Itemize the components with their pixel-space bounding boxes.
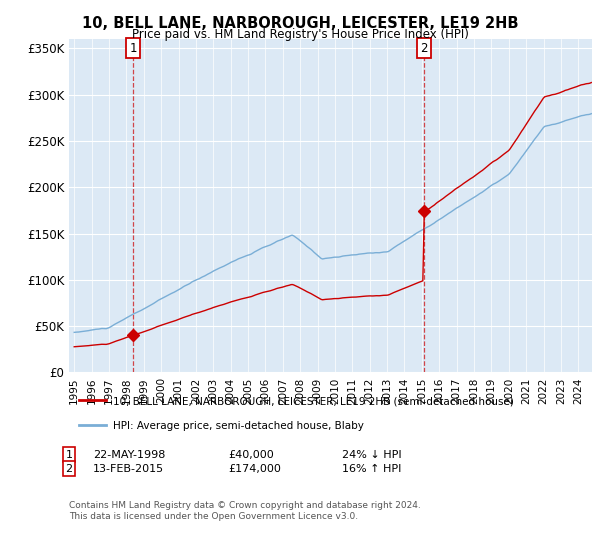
Text: £174,000: £174,000	[228, 464, 281, 474]
Text: 16% ↑ HPI: 16% ↑ HPI	[342, 464, 401, 474]
Text: 24% ↓ HPI: 24% ↓ HPI	[342, 450, 401, 460]
Text: 1: 1	[129, 42, 137, 55]
Text: 1: 1	[65, 450, 73, 460]
Text: 2: 2	[65, 464, 73, 474]
Text: Price paid vs. HM Land Registry's House Price Index (HPI): Price paid vs. HM Land Registry's House …	[131, 28, 469, 41]
Text: HPI: Average price, semi-detached house, Blaby: HPI: Average price, semi-detached house,…	[113, 421, 364, 431]
Text: 10, BELL LANE, NARBOROUGH, LEICESTER, LE19 2HB: 10, BELL LANE, NARBOROUGH, LEICESTER, LE…	[82, 16, 518, 31]
Text: 13-FEB-2015: 13-FEB-2015	[93, 464, 164, 474]
Text: Contains HM Land Registry data © Crown copyright and database right 2024.
This d: Contains HM Land Registry data © Crown c…	[69, 501, 421, 521]
Text: £40,000: £40,000	[228, 450, 274, 460]
Text: 10, BELL LANE, NARBOROUGH, LEICESTER, LE19 2HB (semi-detached house): 10, BELL LANE, NARBOROUGH, LEICESTER, LE…	[113, 396, 514, 407]
Text: 22-MAY-1998: 22-MAY-1998	[93, 450, 166, 460]
Text: 2: 2	[420, 42, 428, 55]
